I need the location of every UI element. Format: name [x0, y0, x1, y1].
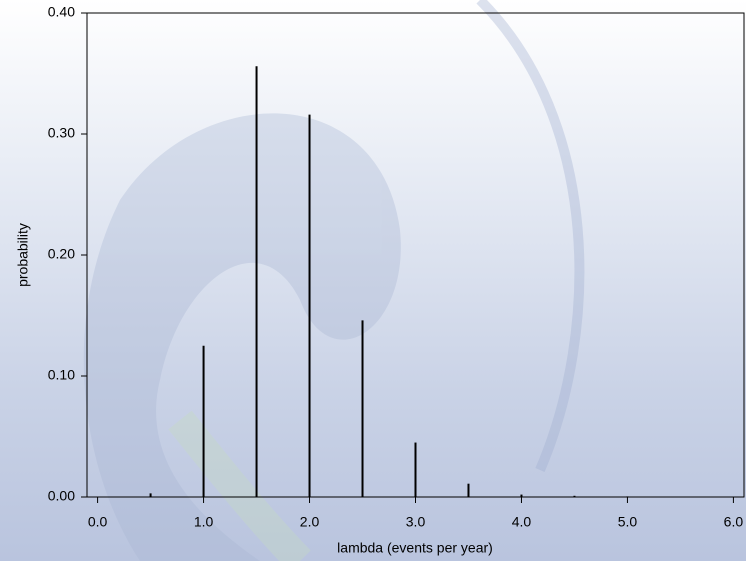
- x-tick-label: 6.0: [724, 514, 744, 530]
- x-tick-label: 4.0: [512, 514, 532, 530]
- x-tick-label: 2.0: [300, 514, 320, 530]
- shape: [83, 113, 401, 561]
- x-tick-label: 0.0: [88, 514, 108, 530]
- x-tick-label: 1.0: [194, 514, 214, 530]
- y-axis-label: probability: [15, 223, 31, 287]
- y-tick-label: 0.20: [48, 246, 75, 262]
- x-tick-label: 3.0: [406, 514, 426, 530]
- leaf: [168, 410, 311, 561]
- y-tick-label: 0.10: [48, 367, 75, 383]
- arc: [476, 0, 585, 472]
- y-tick-label: 0.30: [48, 125, 75, 141]
- x-tick-label: 5.0: [618, 514, 638, 530]
- y-tick-label: 0.00: [48, 488, 75, 504]
- x-axis-label: lambda (events per year): [337, 540, 493, 556]
- background-art: [83, 0, 585, 561]
- y-tick-label: 0.40: [48, 4, 75, 20]
